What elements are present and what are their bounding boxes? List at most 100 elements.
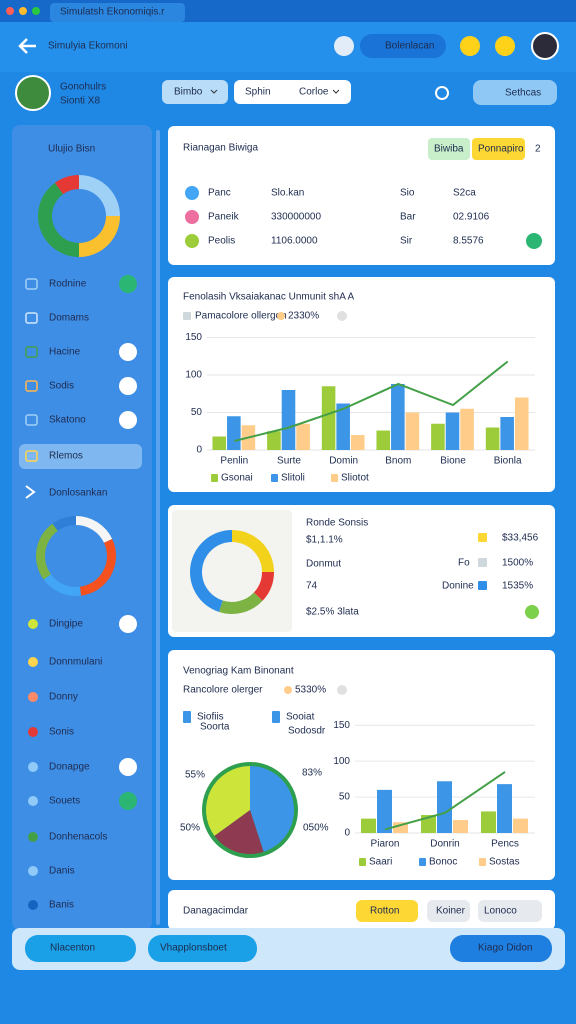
bar <box>481 811 496 833</box>
menu-active[interactable] <box>19 444 142 469</box>
pie-label: 050% <box>303 823 329 834</box>
button-label[interactable]: Nlacenton <box>50 943 95 954</box>
tab[interactable] <box>472 138 525 160</box>
menu-icon <box>28 796 38 806</box>
menu-icon <box>25 450 38 462</box>
legend-swatch <box>359 858 366 866</box>
row-value: 02.9106 <box>453 212 490 223</box>
dropdown-label: Bimbo <box>174 87 203 98</box>
back-arrow[interactable] <box>18 38 36 54</box>
menu-item[interactable]: Souets <box>49 796 80 807</box>
avatar <box>15 75 51 111</box>
x-tick-label: Pencs <box>491 839 519 850</box>
legend-label: Sostas <box>489 857 520 868</box>
sidebar-section: Donlosankan <box>49 488 107 499</box>
scroll-track <box>156 130 160 925</box>
bar <box>361 818 376 833</box>
tab-label[interactable]: Ponnapiro <box>478 144 524 155</box>
button-label[interactable]: Vhapplonsboet <box>160 943 227 954</box>
stat-label: Fo <box>458 558 470 569</box>
donut-segment <box>38 182 79 257</box>
status-check <box>526 233 542 249</box>
bar <box>513 818 528 833</box>
bar <box>377 789 392 833</box>
button-label[interactable]: Lonoco <box>484 906 517 917</box>
user-sub: Sionti X8 <box>60 96 100 107</box>
badge <box>119 377 137 395</box>
bar <box>321 386 336 450</box>
row-label: Bar <box>400 212 416 223</box>
bar <box>514 397 529 450</box>
dropdown-label: Corloe <box>299 87 329 98</box>
menu-item[interactable]: Rodnine <box>49 279 87 290</box>
x-tick-label: Bionla <box>494 456 522 467</box>
user-name: Gonohulrs <box>60 82 106 93</box>
menu-item[interactable]: Banis <box>49 900 74 911</box>
donut-segment <box>219 592 263 615</box>
legend-swatch <box>271 474 278 482</box>
x-tick-label: Bione <box>440 456 466 467</box>
bar <box>497 784 512 833</box>
tab[interactable] <box>428 138 470 160</box>
legend-swatch <box>479 858 486 866</box>
tab-label[interactable]: Biwiba <box>434 144 464 155</box>
donut-segment <box>253 572 274 601</box>
button[interactable] <box>148 935 257 962</box>
button[interactable] <box>356 900 418 922</box>
menu-item[interactable]: Domams <box>49 313 89 324</box>
badge <box>119 758 137 776</box>
legend-label: Sliotot <box>341 473 369 484</box>
pill[interactable] <box>360 34 446 58</box>
bar <box>437 781 452 833</box>
button-label[interactable]: Kiago Didon <box>478 943 532 954</box>
menu-item[interactable]: Donny <box>49 692 78 703</box>
dropdown[interactable] <box>234 80 351 104</box>
card <box>168 126 555 265</box>
legend-swatch <box>419 858 426 866</box>
stat-value: 1535% <box>502 581 533 592</box>
menu-item[interactable]: Hacine <box>49 347 81 358</box>
legend-label: Soorta <box>200 722 230 733</box>
button[interactable] <box>450 935 552 962</box>
chart-subtitle: 2330% <box>288 311 319 322</box>
window-dot <box>6 7 14 15</box>
action-button[interactable] <box>473 80 557 105</box>
menu-item[interactable]: Danis <box>49 866 75 877</box>
menu-item[interactable]: Skatono <box>49 415 86 426</box>
menu-icon <box>28 900 38 910</box>
tab-title: Simulatsh Ekonomiqis.r <box>60 7 165 18</box>
x-tick-label: Surte <box>277 456 301 467</box>
sidebar <box>12 125 152 930</box>
menu-item[interactable]: Rlemos <box>49 451 83 462</box>
legend-label: Siofiis <box>197 712 224 723</box>
tag: 2 <box>535 144 541 155</box>
button[interactable] <box>25 935 136 962</box>
row-value: 330000000 <box>271 212 321 223</box>
donut-segment <box>250 766 294 852</box>
menu-item[interactable]: Dingipe <box>49 619 83 630</box>
menu-item[interactable]: Donhenacols <box>49 832 107 843</box>
x-tick-label: Domin <box>329 456 358 467</box>
card-title: Danagacimdar <box>183 906 249 917</box>
menu-item[interactable]: Sonis <box>49 727 74 738</box>
dropdown[interactable] <box>162 80 228 104</box>
button-label[interactable]: Koiner <box>436 906 466 917</box>
bar <box>393 822 408 833</box>
menu-item[interactable]: Donnmulani <box>49 657 102 668</box>
menu-icon <box>25 346 38 358</box>
legend-dot <box>337 685 347 695</box>
button-label[interactable]: Rotton <box>370 906 399 917</box>
menu-item[interactable]: Donapge <box>49 762 90 773</box>
bar <box>405 412 420 450</box>
bar <box>431 423 445 450</box>
bar <box>227 416 241 450</box>
legend-swatch <box>211 474 218 482</box>
bar <box>212 436 227 450</box>
menu-item[interactable]: Sodis <box>49 381 74 392</box>
y-tick-label: 0 <box>344 828 350 839</box>
bar <box>376 430 391 450</box>
tab <box>50 3 185 22</box>
button[interactable] <box>478 900 542 922</box>
y-tick-label: 50 <box>339 792 351 803</box>
button[interactable] <box>427 900 470 922</box>
